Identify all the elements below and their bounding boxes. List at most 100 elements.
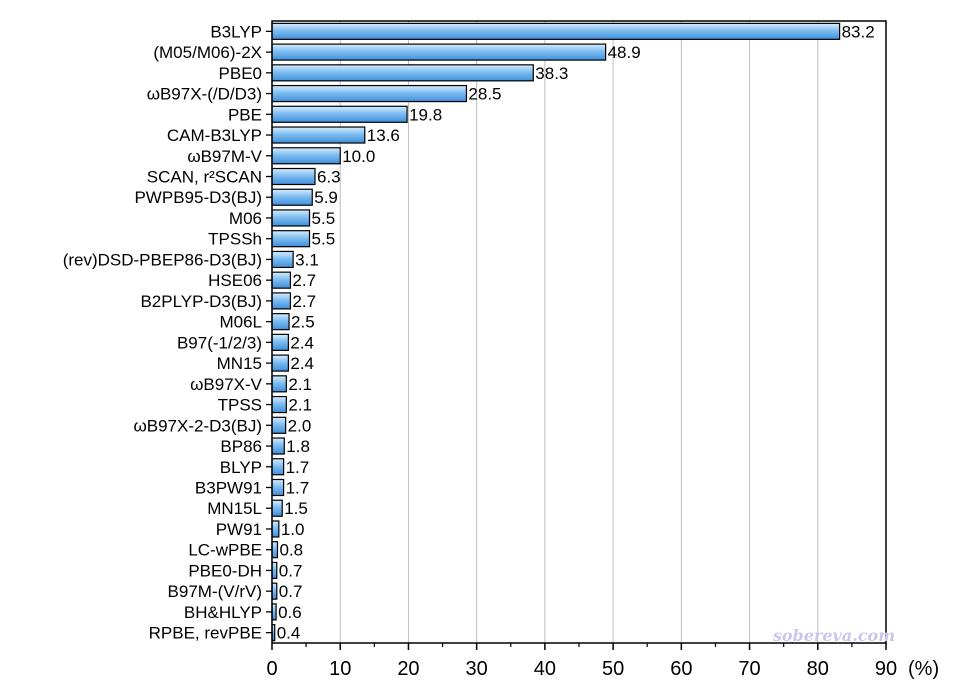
value-label: 1.0 [281, 520, 305, 539]
category-label: CAM-B3LYP [167, 126, 262, 145]
category-label: B3PW91 [195, 479, 262, 498]
bar [271, 230, 311, 248]
bar [271, 22, 841, 40]
bar [271, 395, 287, 414]
value-label: 2.7 [292, 292, 316, 311]
value-label: 1.7 [286, 479, 310, 498]
value-label: 28.5 [468, 85, 501, 104]
value-label: 5.5 [312, 230, 336, 249]
value-label: 2.7 [292, 271, 316, 290]
bar [271, 375, 287, 393]
category-label: PWPB95-D3(BJ) [134, 188, 262, 207]
category-label: BP86 [220, 437, 262, 456]
x-tick-label: 0 [266, 658, 277, 680]
bar [271, 354, 289, 372]
category-label: (M05/M06)-2X [153, 43, 262, 62]
bar [271, 250, 294, 269]
value-label: 2.0 [288, 416, 312, 435]
value-label: 38.3 [535, 64, 568, 83]
bar [271, 333, 289, 351]
category-label: B3LYP [210, 22, 262, 41]
bar [271, 126, 366, 144]
category-label: (rev)DSD-PBEP86-D3(BJ) [63, 250, 262, 269]
value-label: 83.2 [842, 22, 875, 41]
bar [271, 478, 285, 497]
bar [271, 271, 292, 289]
watermark-text: sobereva.com [772, 626, 895, 645]
bar [271, 105, 408, 123]
category-label: BLYP [220, 458, 262, 477]
x-tick-label: 10 [329, 658, 351, 680]
bar [271, 43, 607, 61]
category-label: SCAN, r²SCAN [147, 168, 262, 187]
value-label: 2.5 [291, 313, 315, 332]
category-label: BH&HLYP [184, 603, 262, 622]
value-label: 0.7 [279, 561, 303, 580]
bar [271, 416, 287, 434]
category-label: TPSSh [208, 230, 262, 249]
category-label: ωB97X-2-D3(BJ) [133, 416, 262, 435]
category-label: B97(-1/2/3) [177, 333, 262, 352]
value-label: 1.5 [284, 499, 308, 518]
category-label: ωB97X-V [190, 375, 263, 394]
category-label: ωB97X-(/D/D3) [147, 85, 262, 104]
value-label: 2.1 [288, 375, 312, 394]
category-label: B97M-(V/rV) [168, 582, 262, 601]
value-label: 48.9 [608, 43, 641, 62]
category-label: HSE06 [208, 271, 262, 290]
value-label: 2.4 [290, 354, 314, 373]
value-label: 10.0 [342, 147, 375, 166]
value-label: 5.9 [314, 188, 338, 207]
value-label: 1.7 [286, 458, 310, 477]
category-label: B2PLYP-D3(BJ) [140, 292, 262, 311]
bar [271, 458, 285, 476]
bar [271, 84, 468, 103]
bar [271, 167, 316, 186]
value-label: 0.7 [279, 582, 303, 601]
bar [271, 313, 290, 331]
category-label: LC-wPBE [188, 541, 262, 560]
value-label: 19.8 [409, 105, 442, 124]
x-tick-label: 30 [466, 658, 488, 680]
category-label: PW91 [216, 520, 262, 539]
category-label: MN15 [217, 354, 262, 373]
bar [271, 209, 311, 227]
axes: 0 10 20 30 40 50 60 70 80 90 (%) [266, 20, 939, 680]
bar [271, 499, 283, 517]
category-label: MN15L [207, 499, 262, 518]
x-tick-label: 40 [534, 658, 556, 680]
value-label: 5.5 [312, 209, 336, 228]
x-tick-label: 70 [738, 658, 760, 680]
value-label: 2.1 [288, 396, 312, 415]
value-label: 0.4 [277, 624, 301, 643]
category-label: M06L [219, 313, 262, 332]
value-label: 6.3 [317, 168, 341, 187]
x-tick-label: 80 [807, 658, 829, 680]
x-tick-label: 20 [397, 658, 419, 680]
value-label: 13.6 [367, 126, 400, 145]
bar [271, 188, 313, 206]
x-tick-label: 90 [875, 658, 897, 680]
bar [271, 541, 279, 559]
bar [271, 520, 280, 538]
bar [271, 147, 341, 165]
value-label: 2.4 [290, 333, 314, 352]
category-label: RPBE, revPBE [149, 624, 262, 643]
x-axis-unit-label: (%) [908, 658, 939, 680]
bar [271, 437, 285, 455]
x-tick-label: 60 [670, 658, 692, 680]
bars [271, 22, 841, 642]
x-tick-label: 50 [602, 658, 624, 680]
bar [271, 64, 534, 82]
bar [271, 292, 292, 310]
category-label: PBE [228, 105, 262, 124]
category-label: TPSS [218, 396, 262, 415]
value-label: 0.8 [279, 541, 303, 560]
category-label: PBE0 [219, 64, 262, 83]
category-label: M06 [229, 209, 262, 228]
value-label: 1.8 [286, 437, 310, 456]
category-label: ωB97M-V [187, 147, 262, 166]
labels: B3LYP 83.2 (M05/M06)-2X 48.9 PBE0 38.3 ωB97X-(… [63, 22, 875, 642]
